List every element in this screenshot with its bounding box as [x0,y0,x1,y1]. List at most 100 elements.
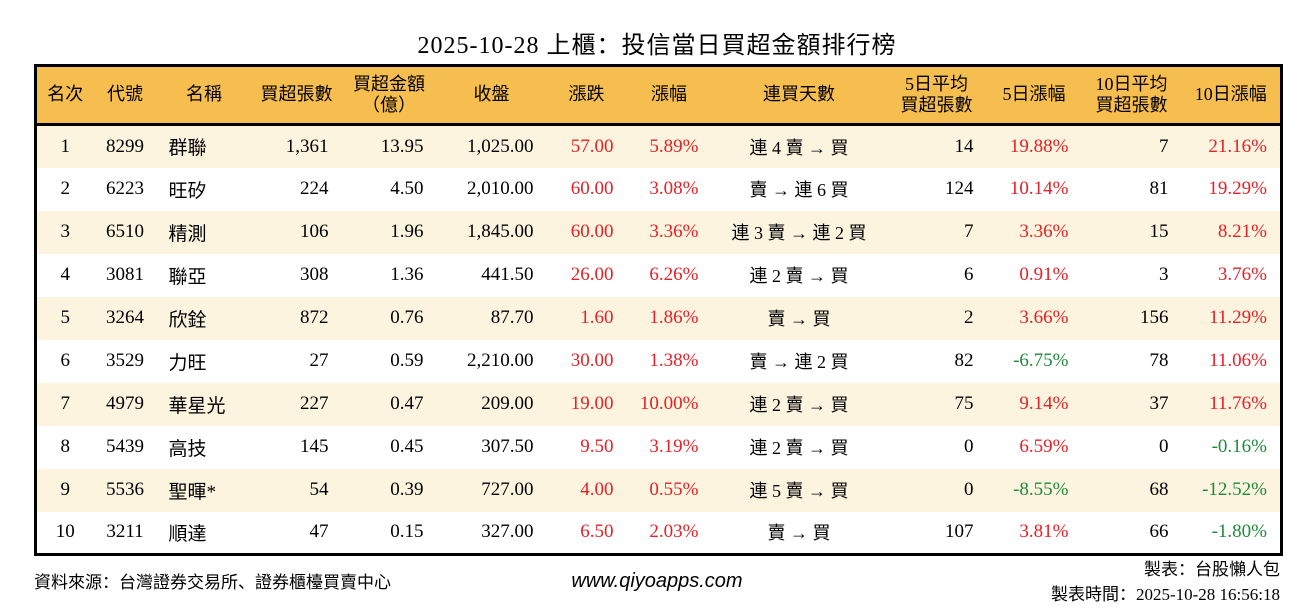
cell-rank: 7 [60,393,71,414]
cell-change: 60.00 [570,178,614,199]
cell-rank: 6 [60,350,71,371]
cell-close: 209.00 [481,393,534,414]
cell-change: 9.50 [580,436,614,457]
credit-block: 製表：台股懶人包 製表時間：2025-10-28 16:56:18 [1051,557,1280,607]
table-row: 1 8299 群聯 1,361 13.95 1,025.00 57.00 5.89% 連 4 賣… [35,124,1282,168]
cell-pct-10d: 11.76% [1209,393,1267,414]
cell-close: 2,010.00 [467,178,534,199]
cell-amount: 0.47 [390,393,424,414]
cell-avg5-lots: 75 [954,393,974,414]
cell-streak: 連 2 賣 → 買 [749,438,849,458]
cell-lots: 145 [300,436,329,457]
cell-pct-10d: -1.80% [1211,521,1267,543]
cell-pct-10d: 21.16% [1208,135,1267,157]
cell-pct-10d: 11.06% [1209,350,1267,371]
cell-avg10-lots: 0 [1159,436,1169,457]
cell-name: 順達 [168,523,207,545]
cell-rank: 1 [60,135,71,157]
cell-avg5-lots: 2 [964,307,974,328]
column-header-pct-10d: 10日漲幅 [1194,84,1267,105]
cell-streak: 賣 → 買 [767,523,831,544]
cell-lots: 47 [309,521,329,543]
cell-amount: 0.15 [390,521,424,543]
cell-pct-5d: -8.55% [1013,479,1069,500]
cell-name: 聖暉* [168,481,217,503]
column-header-streak: 連買天數 [763,84,835,105]
cell-name: 華星光 [168,395,226,417]
cell-avg5-lots: 124 [945,178,974,199]
cell-lots: 227 [300,393,329,414]
page-title: 2025-10-28 上櫃：投信當日買超金額排行榜 [417,33,897,59]
cell-code: 3529 [106,350,144,371]
cell-lots: 54 [309,479,329,500]
cell-pct-10d: 8.21% [1217,221,1267,242]
cell-change: 1.60 [580,307,614,328]
cell-avg10-lots: 3 [1159,264,1169,285]
cell-rank: 8 [60,436,71,457]
cell-amount: 0.45 [390,436,424,457]
credit-author: 製表：台股懶人包 [1144,560,1280,579]
cell-amount: 1.36 [390,264,424,285]
cell-change: 4.00 [580,479,614,500]
cell-lots: 872 [300,307,329,328]
cell-amount: 4.50 [390,178,424,199]
column-header-avg10-lots: 10日平均 買超張數 [1095,73,1168,115]
table-row: 5 3264 欣銓 872 0.76 87.70 1.60 1.86% 賣 → 買 2 3.66% 1… [35,296,1282,340]
table-row: 10 3211 順達 47 0.15 327.00 6.50 2.03% 賣 → 買 107 3.8… [35,511,1282,555]
table-row: 9 5536 聖暉* 54 0.39 727.00 4.00 0.55% 連 5 賣 → 買 0 -… [35,468,1282,512]
cell-avg10-lots: 78 [1149,350,1169,371]
cell-pct-5d: 3.36% [1019,221,1069,242]
cell-close: 87.70 [490,307,534,328]
cell-streak: 連 2 賣 → 買 [749,266,849,286]
header-row: 名次 代號 名稱 買超張數 買超金額 （億） 收盤 漲跌 漲幅 連買天數 5日平均 買超張數 5日漲… [35,65,1282,125]
cell-name: 力旺 [168,352,207,374]
cell-rank: 9 [60,479,71,500]
cell-avg5-lots: 107 [945,521,974,543]
cell-pct-5d: 9.14% [1019,393,1069,414]
cell-rank: 10 [55,521,75,543]
cell-pct-10d: -12.52% [1202,479,1267,500]
cell-streak: 連 4 賣 → 買 [749,137,849,158]
cell-code: 6510 [106,221,144,242]
cell-pct-5d: 6.59% [1019,436,1069,457]
ranking-table: 名次 代號 名稱 買超張數 買超金額 （億） 收盤 漲跌 漲幅 連買天數 5日平均 買超張數 5日漲… [34,64,1283,556]
column-header-name: 名稱 [186,84,222,105]
cell-streak: 賣 → 買 [767,309,831,329]
table-row: 3 6510 精測 106 1.96 1,845.00 60.00 3.36% 連 3 賣 → … [35,210,1282,254]
cell-change: 26.00 [570,264,614,285]
cell-amount: 1.96 [390,221,424,242]
column-header-change: 漲跌 [568,84,605,105]
cell-avg10-lots: 66 [1149,521,1169,543]
cell-change-pct: 1.38% [649,350,699,371]
cell-code: 8299 [106,135,144,157]
cell-lots: 27 [309,350,329,371]
cell-pct-5d: 19.88% [1009,135,1069,157]
cell-avg10-lots: 156 [1140,307,1169,328]
cell-avg10-lots: 37 [1149,393,1169,414]
cell-amount: 13.95 [380,135,424,157]
table-body: 1 8299 群聯 1,361 13.95 1,025.00 57.00 5.89% 連 4 賣… [35,124,1282,555]
column-header-amount: 買超金額 （億） [353,73,425,115]
cell-amount: 0.59 [390,350,424,371]
cell-lots: 106 [300,221,329,242]
cell-rank: 3 [60,221,71,242]
cell-avg10-lots: 81 [1149,178,1169,199]
cell-change-pct: 2.03% [649,521,699,543]
column-header-change-pct: 漲幅 [651,84,687,105]
cell-pct-5d: 0.91% [1019,264,1069,285]
cell-close: 2,210.00 [467,350,534,371]
cell-change: 19.00 [570,393,614,414]
cell-pct-5d: 3.81% [1019,521,1069,543]
cell-rank: 2 [60,178,71,199]
cell-lots: 308 [300,264,329,285]
cell-change-pct: 6.26% [649,264,699,285]
cell-code: 3211 [106,521,144,543]
cell-avg5-lots: 82 [954,350,974,371]
cell-code: 3264 [106,307,144,328]
cell-avg10-lots: 68 [1149,479,1169,500]
cell-name: 高技 [168,438,207,460]
cell-change-pct: 5.89% [649,135,699,157]
table-row: 7 4979 華星光 227 0.47 209.00 19.00 10.00% 連 2 賣 → … [35,382,1282,426]
cell-pct-10d: 19.29% [1208,178,1267,199]
